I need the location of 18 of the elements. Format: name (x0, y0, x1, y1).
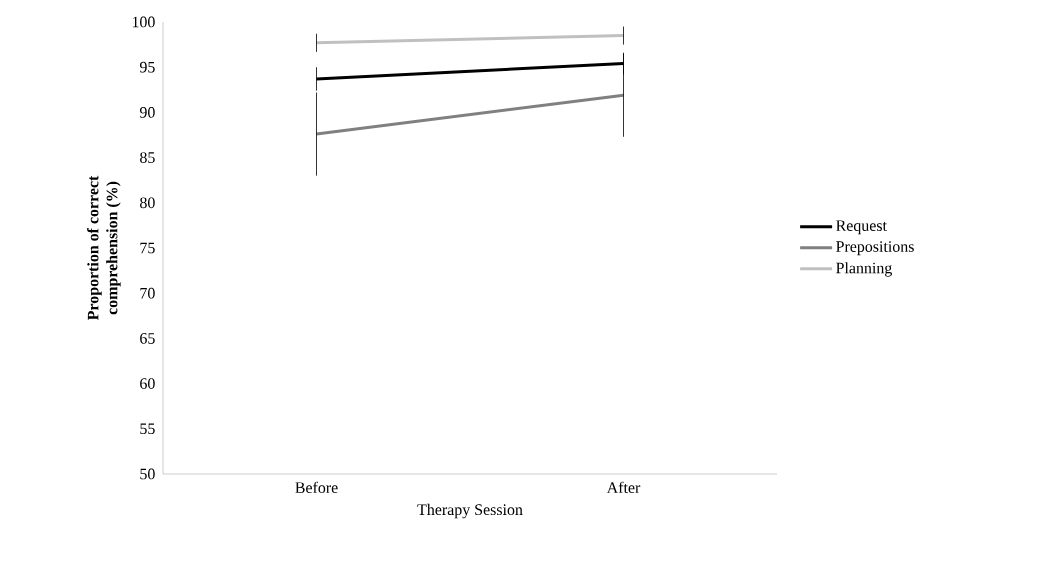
y-tick-label: 75 (140, 242, 155, 254)
y-tick-label: 55 (140, 423, 155, 435)
x-axis-title: Therapy Session (417, 503, 523, 519)
legend-label: Prepositions (836, 241, 914, 256)
y-tick-label: 60 (140, 378, 155, 389)
y-tick-label: 100 (132, 16, 155, 28)
x-tick-label: After (606, 481, 641, 493)
x-tick-label: Before (295, 481, 338, 493)
legend-label: Request (836, 220, 887, 235)
y-tick-label: 90 (139, 107, 155, 118)
y-tick-label: 70 (140, 287, 155, 299)
y-tick-label: 95 (139, 61, 155, 73)
y-tick-label: 80 (140, 197, 155, 209)
legend-label: Planning (836, 262, 892, 277)
y-tick-label: 85 (140, 152, 155, 163)
y-tick-label: 50 (140, 468, 155, 480)
y-tick-label: 65 (140, 333, 155, 344)
y-axis-title: Proportion of correct comprehension (%) (87, 175, 121, 321)
